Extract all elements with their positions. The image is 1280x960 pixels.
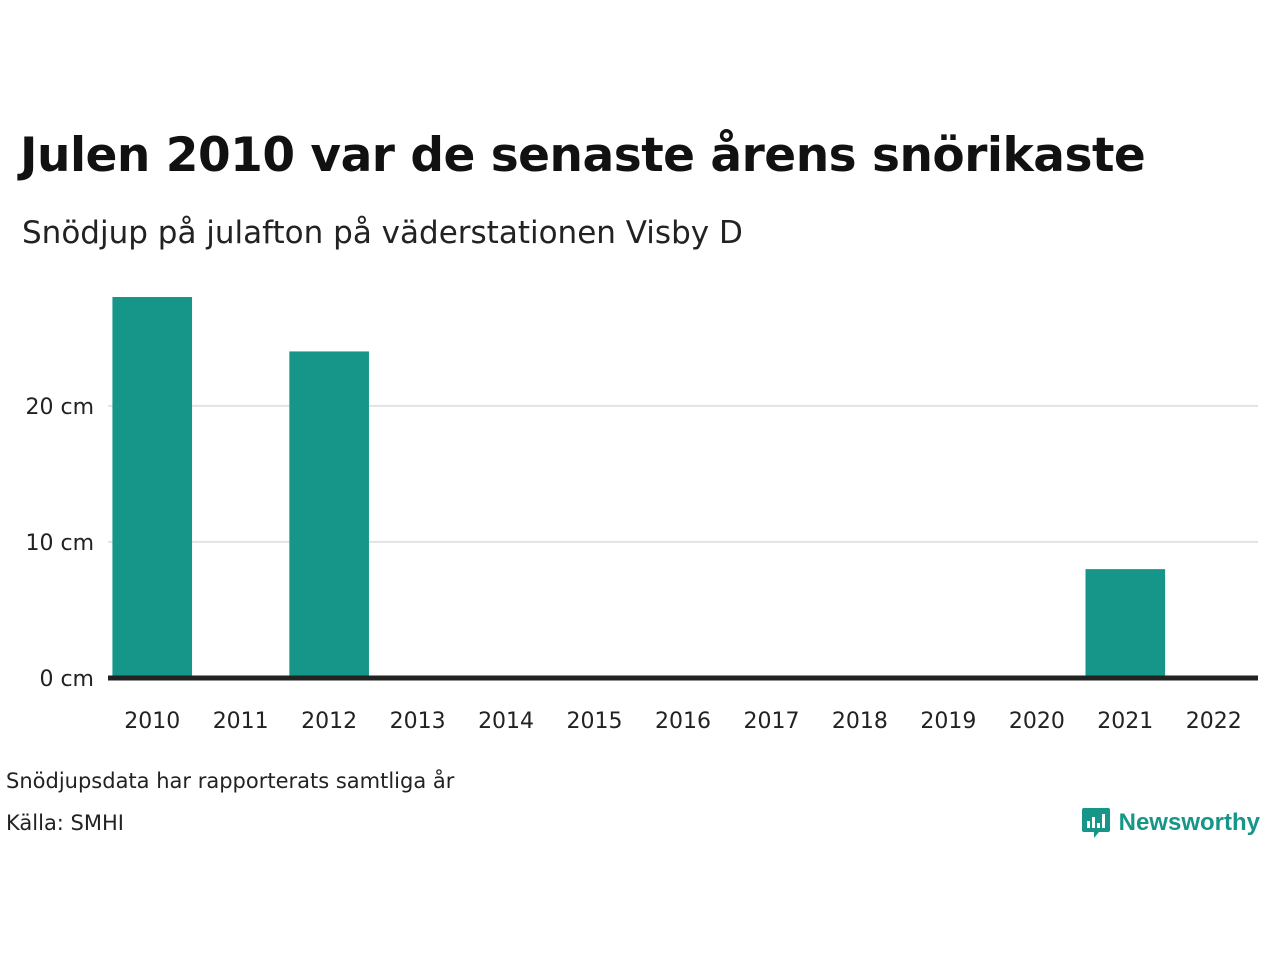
newsworthy-logo-icon xyxy=(1081,808,1110,838)
x-tick-label: 2015 xyxy=(567,709,623,734)
brand-name: Newsworthy xyxy=(1118,809,1260,836)
bar xyxy=(289,351,369,678)
brand-logo: Newsworthy xyxy=(1081,806,1260,840)
chart-subtitle: Snödjup på julafton på väderstationen Vi… xyxy=(22,215,743,251)
x-tick-label: 2013 xyxy=(390,709,446,734)
x-tick-label: 2011 xyxy=(213,709,269,734)
x-tick-label: 2021 xyxy=(1097,709,1153,734)
x-tick-label: 2022 xyxy=(1186,709,1242,734)
y-tick-label: 10 cm xyxy=(25,531,94,556)
x-tick-label: 2016 xyxy=(655,709,711,734)
y-tick-label: 0 cm xyxy=(39,667,94,692)
x-tick-label: 2019 xyxy=(920,709,976,734)
x-tick-label: 2012 xyxy=(301,709,357,734)
x-tick-label: 2014 xyxy=(478,709,534,734)
source-note: Källa: SMHI xyxy=(6,811,124,835)
x-tick-label: 2017 xyxy=(743,709,799,734)
x-tick-label: 2018 xyxy=(832,709,888,734)
x-tick-label: 2010 xyxy=(124,709,180,734)
bar xyxy=(112,297,193,678)
x-tick-label: 2020 xyxy=(1009,709,1065,734)
bar-chart: 0 cm 10 cm 20 cm 2010 2011 2012 2013 2014 2015 20… xyxy=(25,297,1258,734)
bar xyxy=(1085,569,1166,678)
coverage-note: Snödjupsdata har rapporterats samtliga å… xyxy=(6,769,455,793)
y-tick-label: 20 cm xyxy=(25,395,94,420)
chart-title: Julen 2010 var de senaste årens snörikas… xyxy=(20,128,1146,183)
